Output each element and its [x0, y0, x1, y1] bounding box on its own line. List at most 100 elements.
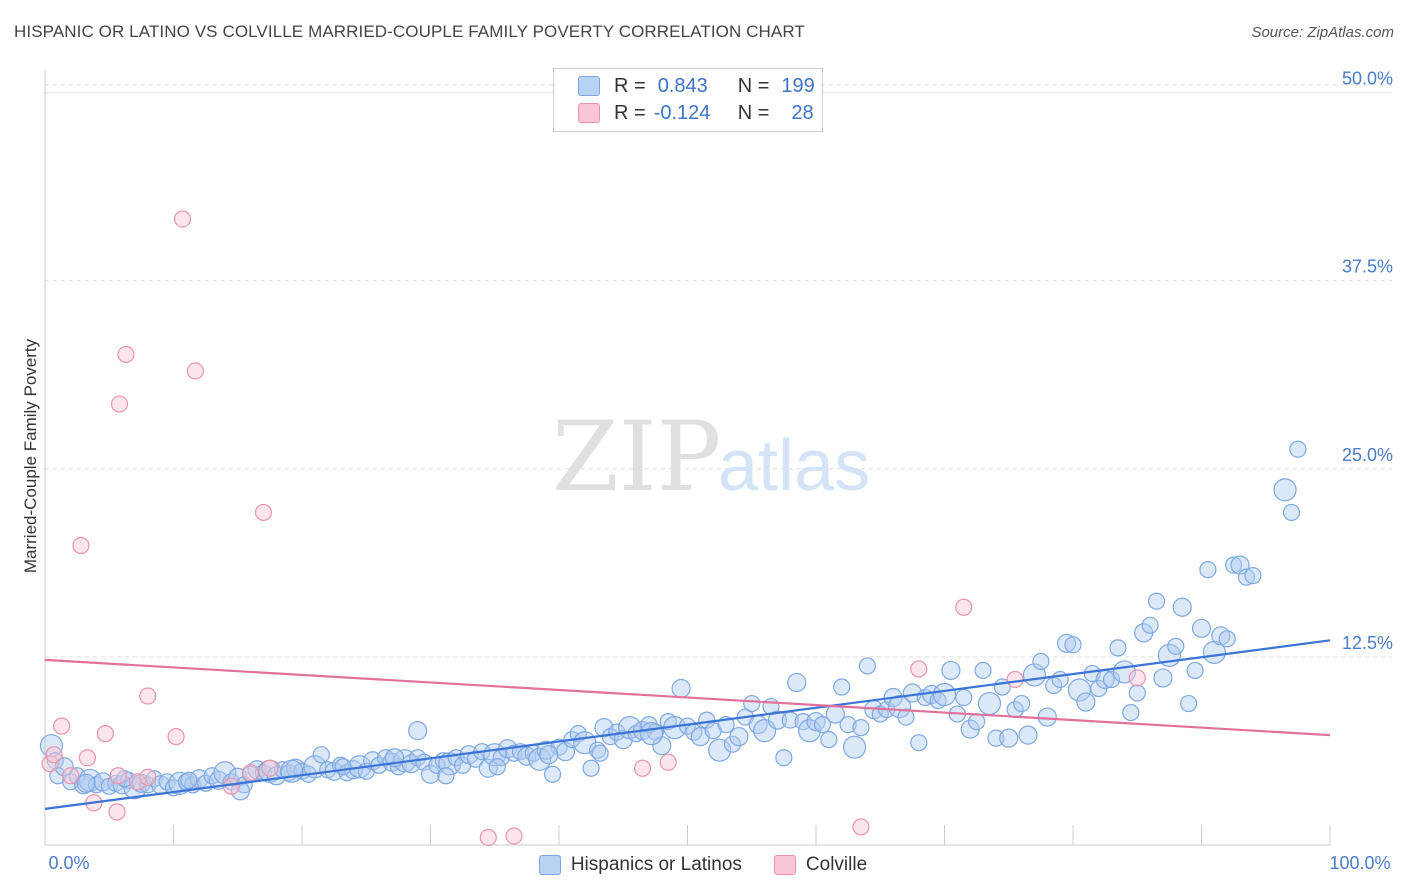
legend-item-colville[interactable]: Colville	[773, 854, 867, 876]
hispanic-point	[955, 688, 973, 707]
y-tick-label: 50.0%	[1342, 69, 1393, 89]
tick-labels: 12.5% 25.0% 37.5% 50.0% 0.0% 100.0%	[48, 69, 1393, 873]
hispanic-point	[1153, 668, 1173, 688]
series-hispanics	[39, 440, 1307, 801]
colville-point	[910, 660, 928, 678]
r-value: 0.843	[657, 74, 708, 97]
hispanic-point	[1109, 639, 1127, 657]
colville-point	[186, 362, 204, 380]
hispanic-point	[987, 729, 1005, 747]
hispanic-point	[528, 747, 552, 771]
colville-point	[955, 598, 973, 616]
colville-trend-line	[44, 658, 1331, 737]
hispanic-point	[627, 725, 645, 743]
trend-lines	[44, 639, 1331, 810]
y-tick-label: 12.5%	[1342, 633, 1393, 653]
legend-item-hispanics[interactable]: Hispanics or Latinos	[538, 854, 742, 876]
y-tick-label: 25.0%	[1342, 445, 1393, 465]
grid-lines	[45, 84, 1392, 658]
series-legend: Hispanics or Latinos Colville	[0, 852, 1406, 878]
hispanic-point	[1186, 661, 1204, 680]
chart-title: HISPANIC OR LATINO VS COLVILLE MARRIED-C…	[14, 22, 805, 41]
y-tick-label: 37.5%	[1342, 257, 1393, 277]
hispanic-point	[1289, 440, 1307, 458]
hispanic-point	[932, 682, 957, 707]
hispanic-point	[1037, 707, 1057, 727]
colville-point	[852, 818, 870, 836]
hispanic-point	[334, 758, 352, 776]
hispanic-point	[1191, 618, 1212, 638]
stats-row-colville: R = -0.124 N = 28	[578, 100, 814, 126]
colville-point	[659, 753, 677, 771]
watermark-zip: ZIP	[552, 401, 721, 513]
watermark: ZIP atlas	[552, 401, 870, 513]
hispanic-point	[1172, 597, 1192, 617]
colville-point	[173, 210, 192, 228]
r-label: R =	[614, 74, 646, 97]
hispanic-point	[813, 716, 832, 734]
colville-point	[633, 759, 652, 777]
hispanic-point	[820, 731, 838, 749]
hispanic-point	[39, 734, 64, 758]
colville-point	[53, 717, 71, 735]
hispanic-point	[1167, 637, 1185, 655]
colville-point	[1128, 669, 1146, 687]
hispanic-point	[280, 759, 304, 783]
legend-label-hispanics: Hispanics or Latinos	[570, 854, 742, 875]
r-label: R =	[614, 101, 646, 124]
stats-row-hispanics: R = 0.843 N = 199	[578, 73, 815, 99]
hispanic-point	[1076, 692, 1096, 712]
hispanic-point	[639, 722, 664, 746]
n-value: 28	[791, 101, 814, 124]
hispanic-point	[1128, 684, 1146, 702]
hispanic-point	[437, 767, 455, 785]
hispanic-point	[797, 719, 822, 743]
hispanic-point	[671, 678, 691, 699]
hispanic-point	[1018, 725, 1038, 745]
blue-swatch-icon	[538, 855, 561, 875]
pink-swatch-icon	[578, 103, 600, 123]
hispanic-point	[767, 710, 788, 730]
series-colville	[41, 210, 1146, 847]
hispanic-point	[582, 759, 600, 777]
n-label: N =	[737, 74, 770, 97]
hispanic-point	[999, 728, 1019, 748]
blue-swatch-icon	[578, 76, 600, 96]
watermark-atlas: atlas	[718, 426, 870, 506]
hispanic-point	[708, 738, 732, 762]
hispanic-point	[968, 713, 986, 731]
hispanic-point	[910, 734, 928, 752]
hispanic-point	[887, 694, 912, 719]
stats-legend: R = 0.843 N = 199 R = -0.124 N = 28	[553, 68, 823, 132]
hispanic-point	[76, 773, 96, 793]
hispanic-point	[543, 765, 562, 783]
hispanic-point	[539, 745, 559, 765]
n-label: N =	[737, 101, 770, 124]
colville-point	[254, 503, 273, 522]
hispanic-point	[977, 691, 1002, 716]
colville-point	[139, 687, 157, 705]
r-value: -0.124	[653, 101, 711, 124]
colville-point	[72, 536, 90, 555]
hispanic-point	[1225, 556, 1243, 574]
pink-swatch-icon	[773, 855, 796, 875]
n-value: 199	[781, 74, 815, 97]
hispanic-point	[1218, 630, 1236, 648]
hispanic-point	[941, 660, 961, 681]
hispanic-point	[842, 735, 867, 759]
hispanic-point	[858, 657, 877, 675]
colville-point	[222, 777, 240, 795]
hispanic-point	[420, 764, 441, 784]
colville-point	[117, 345, 135, 364]
x-tick-label: 100.0%	[1329, 853, 1390, 873]
hispanic-point	[54, 757, 74, 777]
hispanic-point	[729, 727, 749, 747]
hispanic-point	[974, 661, 992, 680]
hispanic-point	[775, 749, 793, 767]
hispanic-point	[1032, 652, 1050, 671]
colville-point	[45, 746, 63, 764]
x-tick-label: 0.0%	[48, 853, 89, 873]
hispanic-point	[87, 776, 106, 794]
hispanic-point	[1141, 616, 1159, 634]
